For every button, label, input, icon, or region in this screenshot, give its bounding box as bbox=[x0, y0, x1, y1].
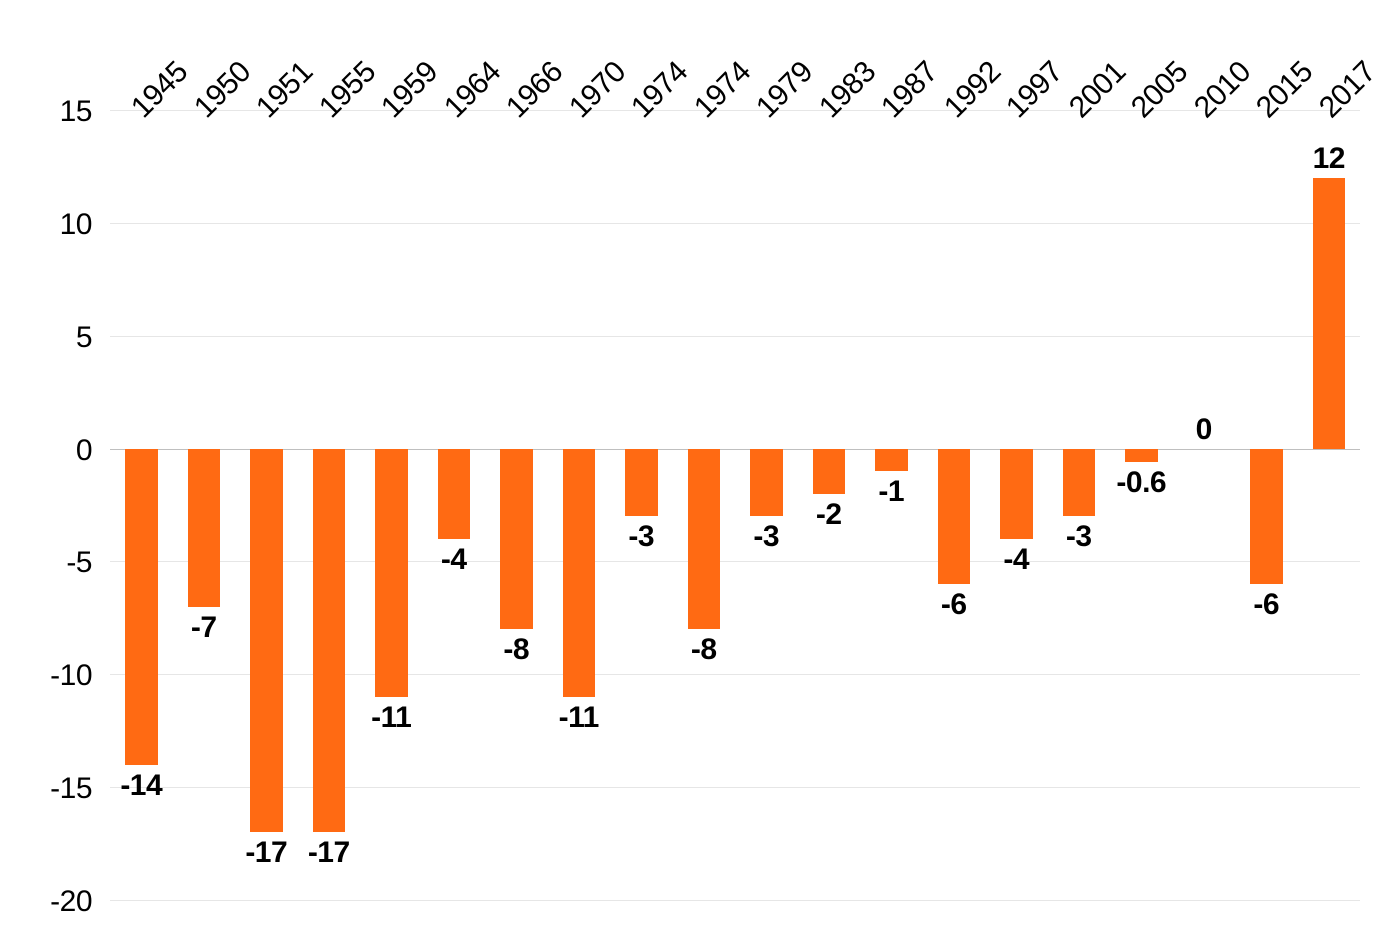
gridline bbox=[110, 674, 1360, 675]
bar bbox=[500, 449, 533, 630]
value-label: -17 bbox=[279, 836, 379, 870]
value-label: -7 bbox=[154, 611, 254, 645]
value-label: -8 bbox=[466, 633, 566, 667]
bar bbox=[1063, 449, 1096, 517]
value-label: -0.6 bbox=[1091, 466, 1191, 500]
bar bbox=[750, 449, 783, 517]
bar bbox=[250, 449, 283, 833]
gridline bbox=[110, 336, 1360, 337]
bar bbox=[563, 449, 596, 697]
y-axis-label: -10 bbox=[0, 659, 92, 693]
bar bbox=[688, 449, 721, 630]
value-label: -3 bbox=[1029, 520, 1129, 554]
y-axis-label: -15 bbox=[0, 772, 92, 806]
value-label: -14 bbox=[91, 769, 191, 803]
y-axis-label: 15 bbox=[0, 95, 92, 129]
bar bbox=[625, 449, 658, 517]
zero-line bbox=[110, 449, 1360, 450]
gridline bbox=[110, 900, 1360, 901]
bar bbox=[438, 449, 471, 539]
bar bbox=[375, 449, 408, 697]
value-label: -3 bbox=[591, 520, 691, 554]
gridline bbox=[110, 223, 1360, 224]
value-label: 12 bbox=[1313, 142, 1346, 176]
bar bbox=[813, 449, 846, 494]
bar bbox=[1313, 178, 1346, 449]
gridline bbox=[110, 787, 1360, 788]
bar bbox=[188, 449, 221, 607]
y-axis-label: 0 bbox=[0, 434, 92, 468]
bar bbox=[313, 449, 346, 833]
bar bbox=[1125, 449, 1158, 463]
value-label: -11 bbox=[341, 701, 441, 735]
bar bbox=[1250, 449, 1283, 584]
plot-area: -14-7-17-17-11-4-8-11-3-8-3-2-1-6-4-3-0.… bbox=[110, 110, 1360, 900]
y-axis-label: 10 bbox=[0, 208, 92, 242]
gridline bbox=[110, 110, 1360, 111]
y-axis-label: -20 bbox=[0, 885, 92, 919]
value-label: -1 bbox=[841, 475, 941, 509]
value-label: -6 bbox=[904, 588, 1004, 622]
bar bbox=[1000, 449, 1033, 539]
bar bbox=[875, 449, 908, 472]
value-label: -4 bbox=[404, 543, 504, 577]
bar bbox=[125, 449, 158, 765]
gridline bbox=[110, 561, 1360, 562]
value-label: -6 bbox=[1216, 588, 1316, 622]
bar-chart: -14-7-17-17-11-4-8-11-3-8-3-2-1-6-4-3-0.… bbox=[0, 0, 1381, 932]
value-label: 0 bbox=[1174, 413, 1234, 447]
value-label: -11 bbox=[529, 701, 629, 735]
y-axis-label: -5 bbox=[0, 546, 92, 580]
y-axis-label: 5 bbox=[0, 321, 92, 355]
value-label: -8 bbox=[654, 633, 754, 667]
bar bbox=[938, 449, 971, 584]
